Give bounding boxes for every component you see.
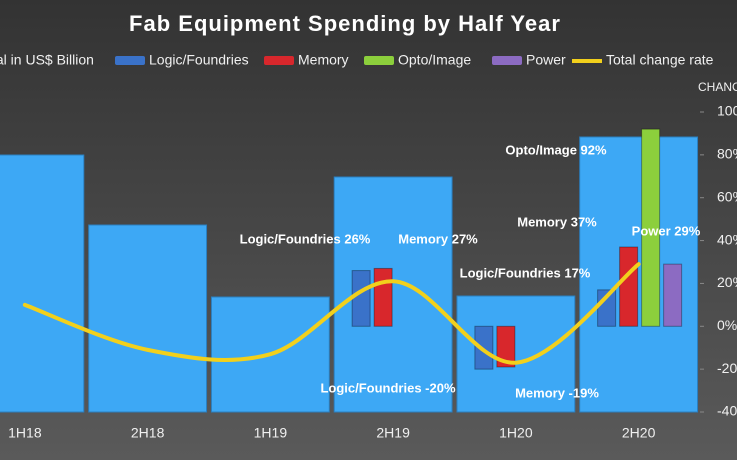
- x-tick-label: 2H19: [376, 425, 410, 441]
- legend-label: Memory: [298, 52, 349, 68]
- legend-label: Logic/Foundries: [149, 52, 249, 68]
- segment-bar: [663, 263, 683, 327]
- chart-title: Fab Equipment Spending by Half Year: [129, 11, 561, 36]
- segment-bar: [641, 128, 661, 327]
- segment-bar: [619, 246, 639, 327]
- value-label: Memory 37%: [517, 214, 597, 229]
- total-bar: [88, 224, 208, 413]
- y2-tick-label: -20: [717, 360, 737, 376]
- y2-tick-label: 0%: [717, 317, 737, 333]
- legend-label: Total change rate: [606, 52, 714, 68]
- legend-label: tal in US$ Billion: [0, 52, 94, 68]
- x-tick-label: 2H20: [622, 425, 656, 441]
- legend-swatch: [264, 56, 294, 65]
- y2-tick-label: 20%: [717, 274, 737, 290]
- y2-tick-label: 60%: [717, 188, 737, 204]
- legend-swatch: [364, 56, 394, 65]
- legend-swatch: [492, 56, 522, 65]
- value-label: Power 29%: [632, 223, 701, 238]
- value-label: Logic/Foundries 26%: [240, 231, 371, 246]
- segment-bar: [373, 267, 393, 327]
- value-label: Memory 27%: [398, 231, 478, 246]
- value-label: Logic/Foundries -20%: [320, 380, 456, 395]
- change-rate-line: [22, 262, 641, 365]
- total-bar: [0, 154, 85, 413]
- y2-tick-label: 80%: [717, 146, 737, 162]
- x-tick-label: 1H20: [499, 425, 533, 441]
- legend-swatch: [115, 56, 145, 65]
- value-label: Opto/Image 92%: [505, 142, 607, 157]
- x-tick-label: 1H18: [8, 425, 42, 441]
- y2-tick-label: -40: [717, 403, 737, 419]
- segment-bar: [351, 270, 371, 327]
- segment-bar: [474, 325, 494, 370]
- x-tick-label: 1H19: [254, 425, 288, 441]
- value-label: Memory -19%: [515, 385, 599, 400]
- y2-axis-label: CHANC: [698, 80, 737, 94]
- y2-tick-label: 40%: [717, 231, 737, 247]
- legend-label: Power: [526, 52, 566, 68]
- value-label: Logic/Foundries 17%: [460, 265, 591, 280]
- y2-tick-label: 100: [717, 103, 737, 119]
- x-tick-label: 2H18: [131, 425, 165, 441]
- segment-bar: [496, 325, 516, 368]
- legend-label: Opto/Image: [398, 52, 471, 68]
